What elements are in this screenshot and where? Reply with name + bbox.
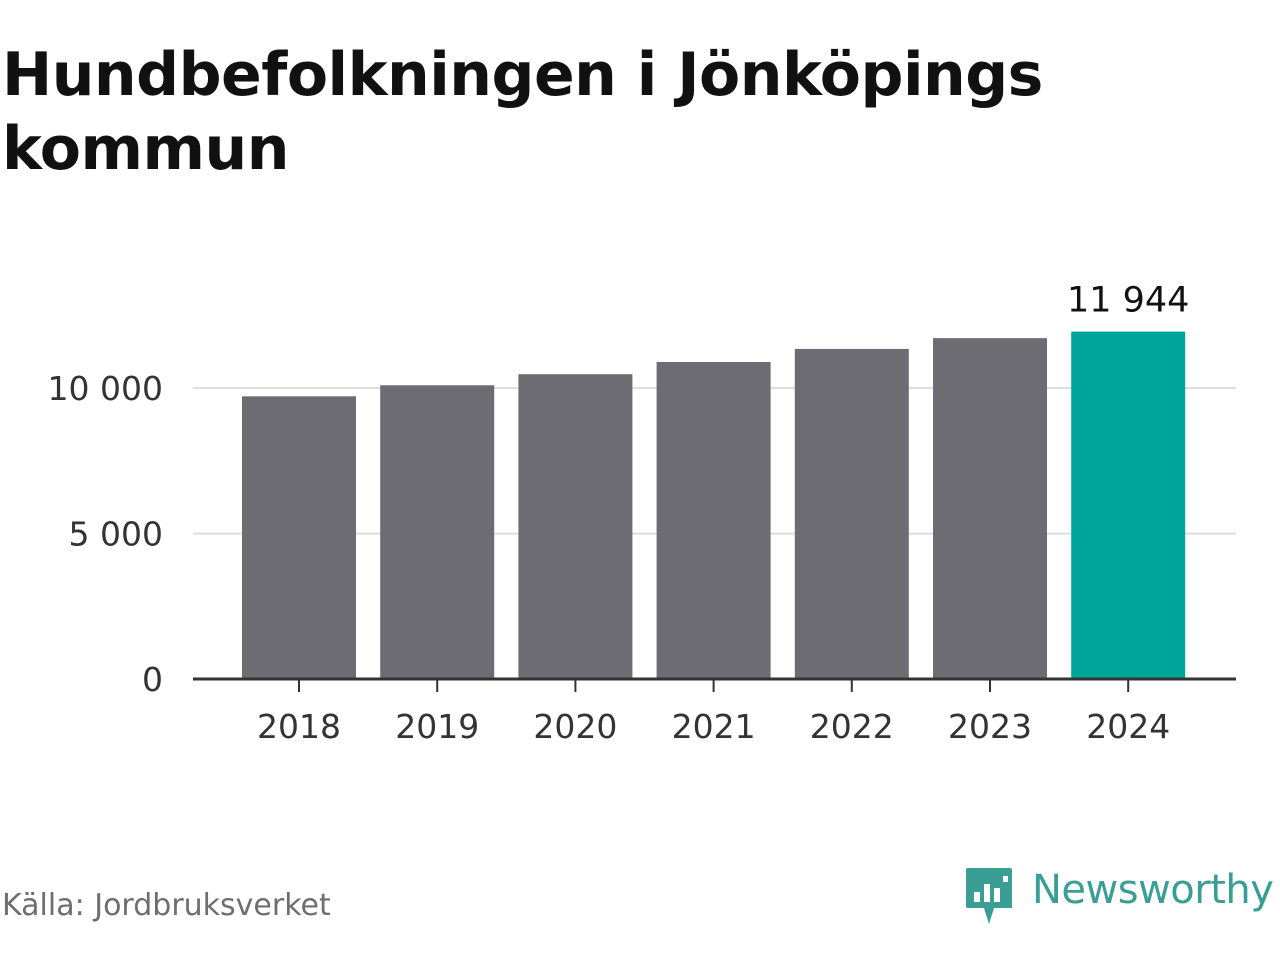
y-tick-label: 5 000 xyxy=(69,515,163,554)
y-axis-labels: 0 5 000 10 000 xyxy=(48,369,163,699)
y-tick-label: 10 000 xyxy=(48,369,163,408)
x-tick-label: 2023 xyxy=(948,707,1032,746)
data-label: 11 944 xyxy=(1067,281,1189,321)
brand-logo: Newsworthy xyxy=(964,866,1274,926)
x-tick-label: 2020 xyxy=(533,707,617,746)
bar-2024 xyxy=(1071,331,1186,679)
x-tick-label: 2022 xyxy=(810,707,894,746)
y-tick-label: 0 xyxy=(142,660,163,699)
x-axis-labels: 2018 2019 2020 2021 2022 2023 2024 xyxy=(257,707,1170,746)
x-tick-label: 2019 xyxy=(395,707,479,746)
x-axis xyxy=(193,677,1236,692)
x-tick-label: 2021 xyxy=(672,707,756,746)
bar-2022 xyxy=(794,348,909,679)
bars xyxy=(242,331,1186,679)
data-labels: 11 944 xyxy=(1067,281,1189,321)
bar-2020 xyxy=(518,374,633,679)
x-tick-label: 2018 xyxy=(257,707,341,746)
bar-2018 xyxy=(242,396,356,679)
newsworthy-logo-icon xyxy=(966,868,1012,924)
bar-2019 xyxy=(380,385,495,679)
bar-2023 xyxy=(933,338,1047,679)
bar-2021 xyxy=(656,361,771,679)
x-tick-label: 2024 xyxy=(1086,707,1170,746)
chart-title: Hundbefolkningen i Jönköpings kommun xyxy=(2,40,1043,184)
source-note: Källa: Jordbruksverket xyxy=(2,888,331,923)
brand-name: Newsworthy xyxy=(1032,867,1274,913)
